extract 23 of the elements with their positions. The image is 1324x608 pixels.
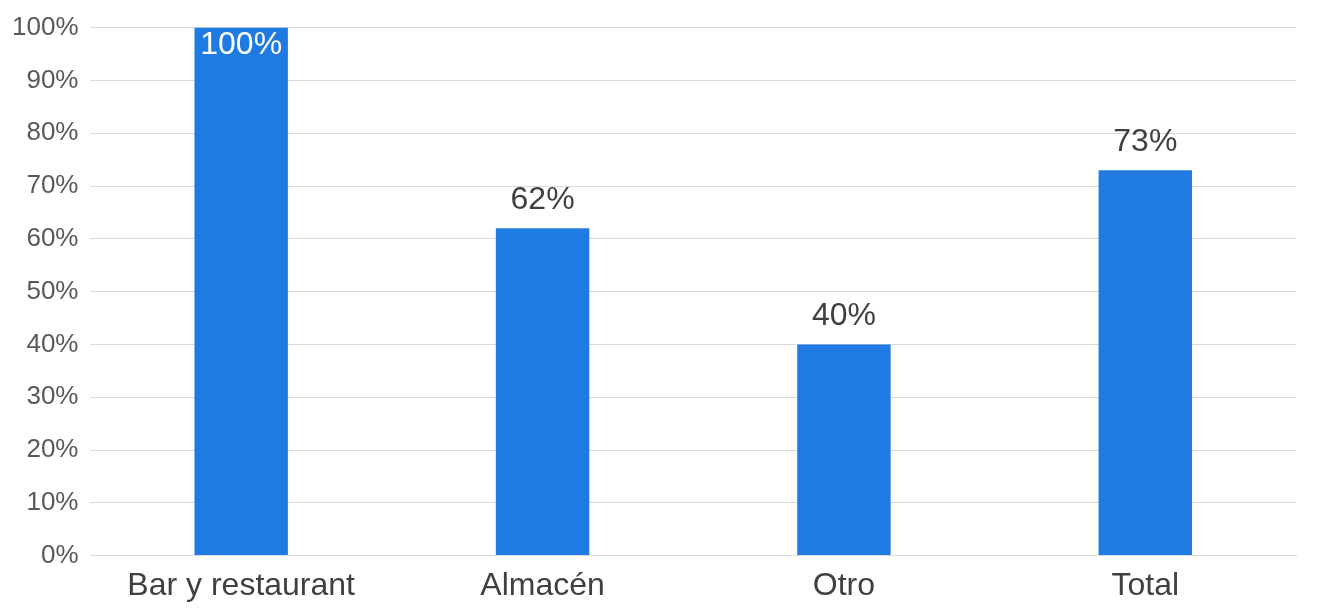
x-tick-label: Total [1111,565,1180,602]
x-tick-label: Bar y restaurant [127,565,356,602]
bar [797,344,891,556]
y-tick-label: 10% [26,485,79,516]
y-tick-label: 40% [26,327,79,358]
y-tick-label: 30% [26,380,79,411]
y-tick-label: 20% [26,433,79,464]
y-tick-label: 100% [12,10,79,41]
bar [194,27,288,556]
data-label: 62% [510,180,575,217]
x-tick-label: Almacén [480,565,605,602]
x-tick-label: Otro [812,565,876,602]
data-label: 40% [811,296,876,333]
bar [1098,170,1193,556]
y-tick-label: 80% [26,116,79,147]
y-tick-label: 0% [40,538,79,569]
y-tick-label: 70% [26,169,79,200]
bar [495,228,590,556]
y-tick-label: 60% [26,221,79,252]
data-label: 100% [200,25,283,62]
data-label: 73% [1113,121,1178,158]
y-tick-label: 50% [26,274,79,305]
y-tick-label: 90% [26,63,79,94]
